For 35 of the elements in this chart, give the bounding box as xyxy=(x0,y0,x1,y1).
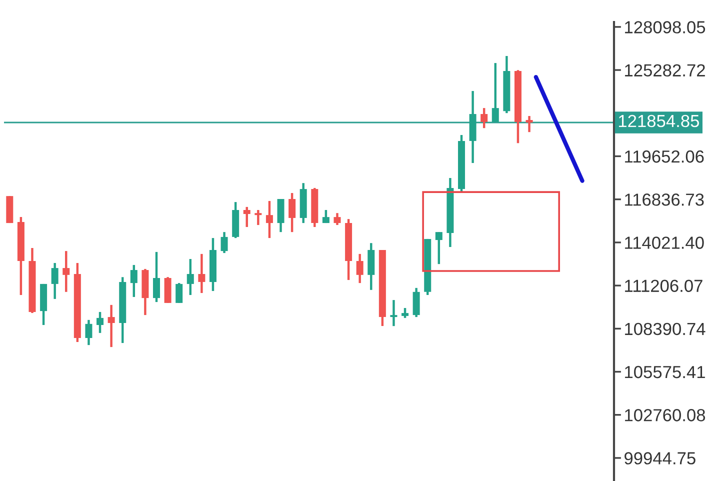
candlestick xyxy=(51,262,58,300)
candlestick xyxy=(402,306,409,320)
candlestick xyxy=(108,304,115,348)
candlestick xyxy=(526,114,533,134)
candlestick xyxy=(130,264,138,298)
candlestick xyxy=(322,208,330,224)
y-tick-label: 99944.75 xyxy=(624,452,696,464)
candlestick xyxy=(220,230,228,254)
candlestick xyxy=(176,282,183,304)
y-tick-label: 119652.06 xyxy=(625,150,704,163)
candlestick xyxy=(435,230,442,266)
candlestick xyxy=(198,252,206,294)
y-tick-label: 116836.73 xyxy=(625,194,704,206)
y-tick-label: 111206.07 xyxy=(625,280,702,292)
candlestick xyxy=(85,318,92,346)
candlestick xyxy=(390,298,398,328)
y-tick-label: 125282.72 xyxy=(625,64,705,76)
candlestick xyxy=(186,258,194,296)
candlestick xyxy=(288,192,296,234)
candlestick xyxy=(62,250,70,294)
candlestick xyxy=(243,206,250,228)
y-tick-label: 108390.74 xyxy=(625,322,706,336)
candlestick xyxy=(153,250,160,304)
y-tick-label: 102760.08 xyxy=(625,409,706,422)
candlestick xyxy=(96,310,104,334)
candlestick xyxy=(356,252,364,284)
candlestick xyxy=(266,200,273,240)
ref-line-label: 121854.85 xyxy=(618,114,699,128)
y-tick-label: 105575.41 xyxy=(625,366,705,378)
y-tick-label: 128098.05 xyxy=(625,21,706,34)
candlestick xyxy=(254,208,262,226)
y-tick-label: 114021.40 xyxy=(625,236,704,249)
candlestick xyxy=(480,106,488,130)
candlestick xyxy=(412,286,420,318)
candlestick xyxy=(334,212,341,226)
